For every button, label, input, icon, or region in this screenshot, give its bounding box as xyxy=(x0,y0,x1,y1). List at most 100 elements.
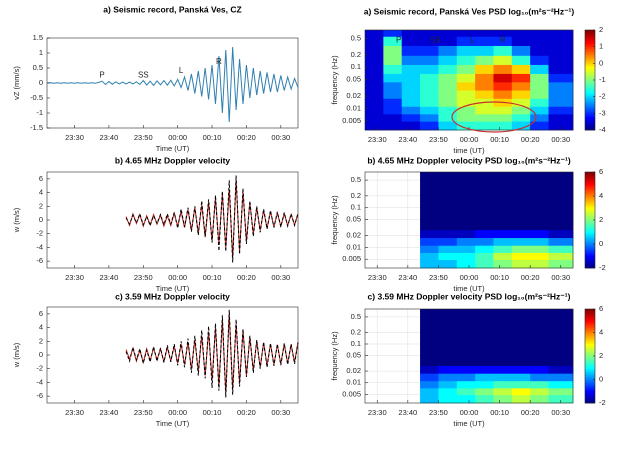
x-tick-label: 23:30 xyxy=(65,273,84,282)
colorbar-segment xyxy=(585,381,595,384)
heat-cell xyxy=(475,380,494,389)
colorbar-tick-label: 0 xyxy=(599,374,603,383)
colorbar-segment xyxy=(585,253,595,256)
heat-cell xyxy=(511,172,531,179)
heat-cell xyxy=(530,205,549,215)
heat-cell xyxy=(438,30,458,37)
heat-cell xyxy=(475,332,494,342)
y-tick-label: 0.05 xyxy=(346,351,361,360)
heat-cell xyxy=(548,36,574,46)
heat-cell xyxy=(511,309,531,316)
y-tick-label: 6 xyxy=(39,309,43,318)
colorbar-segment xyxy=(585,81,595,84)
x-tick-label: 00:30 xyxy=(271,273,290,282)
heat-cell xyxy=(530,90,549,99)
heat-cell xyxy=(456,90,476,99)
y-tick-label: 0.2 xyxy=(351,50,361,59)
colorbar-segment xyxy=(585,61,595,64)
heat-cell xyxy=(365,55,384,65)
colorbar-segment xyxy=(585,58,595,61)
heat-cell xyxy=(511,332,531,342)
heat-cell xyxy=(493,113,513,122)
heat-cell xyxy=(530,341,549,351)
heat-cell xyxy=(548,221,574,231)
heat-cell xyxy=(420,365,439,374)
heat-cell xyxy=(420,323,439,334)
heat-cell xyxy=(475,196,494,206)
x-tick-label: 23:40 xyxy=(99,408,118,417)
colorbar-segment xyxy=(585,51,595,54)
colorbar-segment xyxy=(585,220,595,222)
heat-cell xyxy=(420,73,439,83)
colorbar-segment xyxy=(585,128,595,131)
heat-cell xyxy=(475,357,494,366)
heat-cell xyxy=(493,349,513,359)
heat-cell xyxy=(438,121,458,131)
x-tick-label: 00:30 xyxy=(551,273,570,282)
colorbar-segment xyxy=(585,63,595,66)
heat-cell xyxy=(493,90,513,99)
heat-cell xyxy=(401,81,421,91)
colorbar-segment xyxy=(585,321,595,324)
colorbar-segment xyxy=(585,229,595,232)
x-tick-label: 23:50 xyxy=(134,273,153,282)
heat-cell xyxy=(420,64,439,74)
heat-cell xyxy=(511,259,531,269)
colorbar-segment xyxy=(585,121,595,124)
x-tick-label: 00:10 xyxy=(203,133,222,142)
heat-cell xyxy=(475,186,494,197)
heat-cell xyxy=(475,81,494,91)
heat-cell xyxy=(493,36,513,46)
heat-cell xyxy=(456,229,476,239)
colorbar-segment xyxy=(585,326,595,329)
heat-cell xyxy=(365,36,384,46)
heat-cell xyxy=(365,73,384,83)
y-tick-label: 0.05 xyxy=(346,75,361,84)
colorbar-segment xyxy=(585,101,595,104)
heat-cell xyxy=(511,186,531,197)
colorbar-segment xyxy=(585,359,595,362)
heat-cell xyxy=(530,309,549,316)
heat-cell xyxy=(475,323,494,334)
heat-cell xyxy=(493,205,513,215)
colorbar-segment xyxy=(585,266,595,269)
y-tick-label: 0.5 xyxy=(351,312,361,321)
annotation: L xyxy=(470,35,475,44)
colorbar-tick-label: 6 xyxy=(599,304,603,313)
x-tick-label: 23:30 xyxy=(65,133,84,142)
heat-cell xyxy=(511,36,531,46)
colorbar-segment xyxy=(585,376,595,379)
x-tick-label: 00:20 xyxy=(237,408,256,417)
heat-cell xyxy=(420,172,439,179)
heat-cell xyxy=(530,30,549,37)
heat-cell xyxy=(438,64,458,74)
heat-cell xyxy=(438,323,458,334)
heat-cell xyxy=(493,332,513,342)
y-tick-label: 0 xyxy=(39,78,43,87)
colorbar-tick-label: 4 xyxy=(599,191,603,200)
y-tick-label: 0.2 xyxy=(351,327,361,336)
x-tick-label: 23:50 xyxy=(134,408,153,417)
colorbar-segment xyxy=(585,236,595,238)
heat-cell xyxy=(420,380,439,389)
colorbar-segment xyxy=(585,216,595,219)
x-tick-label: 00:30 xyxy=(271,133,290,142)
x-axis-label: time (UT) xyxy=(453,419,485,428)
colorbar-segment xyxy=(585,71,595,74)
heat-cell xyxy=(548,387,574,396)
heat-cell xyxy=(420,252,439,260)
colorbar-segment xyxy=(585,330,595,333)
colorbar-tick-label: -2 xyxy=(599,398,606,407)
colorbar-segment xyxy=(585,172,595,174)
heat-cell xyxy=(420,387,439,396)
heat-cell xyxy=(438,357,458,366)
annotation: SS xyxy=(430,35,441,44)
colorbar-segment xyxy=(585,351,595,354)
colorbar-segment xyxy=(585,125,595,128)
heat-cell xyxy=(456,45,476,56)
heat-cell xyxy=(420,106,439,115)
heat-cell xyxy=(511,394,531,404)
heat-cell xyxy=(438,81,458,91)
heat-cell xyxy=(401,113,421,122)
